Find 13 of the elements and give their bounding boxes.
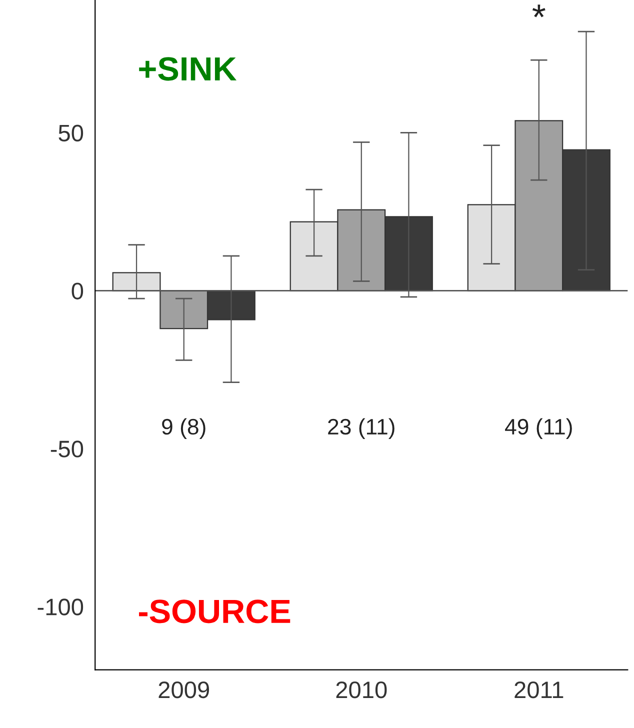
x-tick-label: 2011 <box>514 681 564 698</box>
annotation: * <box>532 4 546 18</box>
annotation: +SINK <box>139 57 237 81</box>
y-tick-label: -100 <box>38 598 84 616</box>
y-tick-label: 50 <box>58 124 84 142</box>
annotation: -SOURCE <box>139 600 290 624</box>
annotation: 9 (8) <box>162 418 206 439</box>
y-tick-label: 0 <box>72 282 84 300</box>
x-tick-label: 2010 <box>336 681 387 698</box>
x-tick-label: 2009 <box>158 681 210 698</box>
annotation: 49 (11) <box>505 418 572 439</box>
annotation: 23 (11) <box>328 418 394 439</box>
y-tick-label: -50 <box>50 440 84 458</box>
